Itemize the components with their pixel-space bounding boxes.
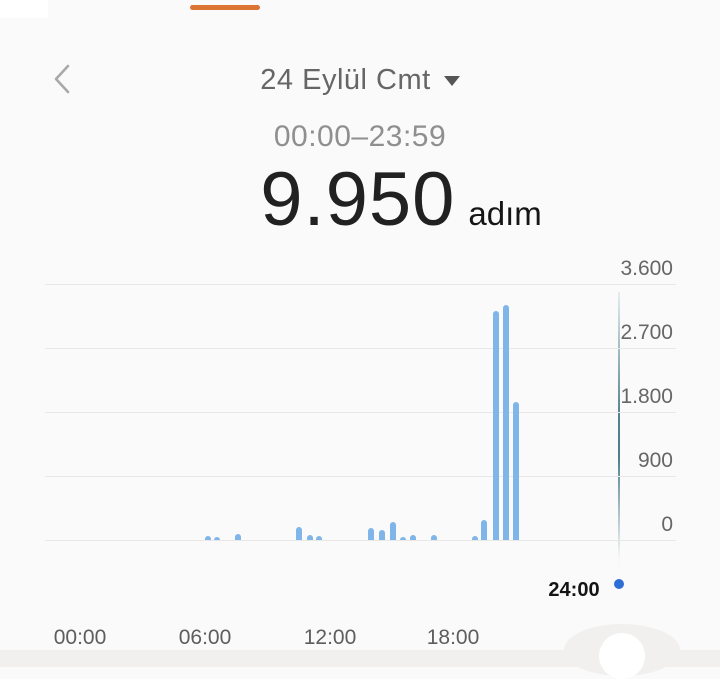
chart-bar[interactable] (503, 305, 509, 540)
steps-value: 9.950 (260, 157, 456, 242)
chart-bar[interactable] (296, 527, 302, 540)
x-axis-label: 12:00 (303, 626, 357, 649)
y-axis-label: 3.600 (620, 257, 673, 280)
gridline (45, 348, 676, 349)
back-button[interactable] (44, 60, 80, 100)
chart-bar[interactable] (513, 402, 519, 540)
y-axis-label: 0 (661, 513, 673, 536)
chart-bar[interactable] (431, 535, 437, 540)
steps-unit: adım (468, 195, 542, 232)
date-selector[interactable]: 24 Eylül Cmt (0, 66, 720, 95)
x-axis-label: 06:00 (178, 626, 232, 649)
chart-bar[interactable] (472, 536, 478, 540)
y-axis-label: 1.800 (620, 385, 673, 408)
chart-bar[interactable] (368, 528, 374, 540)
chart-bar[interactable] (400, 537, 406, 540)
cursor-time-label: 24:00 (548, 579, 600, 601)
bottom-sheet-edge (0, 650, 720, 667)
chart-bar[interactable] (316, 536, 322, 540)
chart-bar[interactable] (410, 535, 416, 540)
chart-bar[interactable] (214, 537, 220, 540)
chart-bar[interactable] (390, 522, 396, 540)
chart-bar[interactable] (307, 535, 313, 540)
chart-bar[interactable] (379, 530, 385, 540)
corner-highlight (0, 0, 48, 18)
x-axis-label: 18:00 (426, 626, 480, 649)
caret-down-icon (443, 76, 460, 86)
cursor-dot[interactable] (614, 579, 624, 589)
gridline (45, 284, 676, 285)
x-axis-label: 00:00 (53, 626, 107, 649)
gridline (45, 540, 676, 541)
y-axis-label: 900 (637, 449, 673, 472)
gridline (45, 476, 676, 477)
steps-summary: 9.950 adım (41, 162, 720, 238)
gridline (45, 412, 676, 413)
chart-bar[interactable] (481, 520, 487, 540)
active-tab-indicator (190, 5, 260, 10)
chart-bar[interactable] (205, 536, 211, 540)
time-range: 00:00–23:59 (273, 120, 447, 153)
cursor-line (618, 292, 620, 566)
chart-bar[interactable] (235, 534, 241, 540)
bottom-circle-button[interactable] (599, 633, 645, 679)
page-title: 24 Eylül Cmt (260, 64, 431, 96)
y-axis-label: 2.700 (620, 321, 673, 344)
chart-bar[interactable] (493, 311, 499, 540)
chevron-left-icon (51, 63, 73, 98)
